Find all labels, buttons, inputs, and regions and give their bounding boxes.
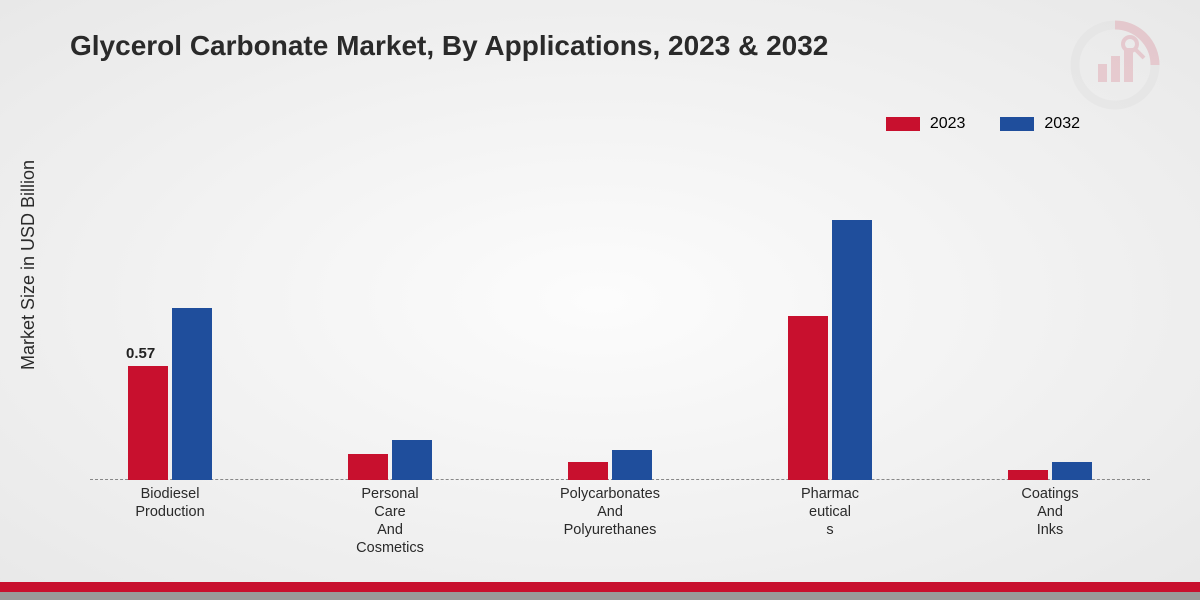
- legend: 2023 2032: [886, 115, 1080, 133]
- chart-plot-area: 0.57: [90, 160, 1150, 480]
- x-axis-category-label: BiodieselProduction: [105, 485, 235, 521]
- bar-2032: [832, 220, 872, 480]
- bar-2023: [348, 454, 388, 480]
- y-axis-label: Market Size in USD Billion: [18, 160, 39, 370]
- x-axis-category-label: CoatingsAndInks: [985, 485, 1115, 539]
- brand-logo-icon: [1070, 20, 1160, 115]
- bar-2023: [1008, 470, 1048, 480]
- x-axis-category-label: PersonalCareAndCosmetics: [325, 485, 455, 558]
- bar-2032: [1052, 462, 1092, 480]
- bar-2032: [172, 308, 212, 480]
- x-axis-category-label: PolycarbonatesAndPolyurethanes: [545, 485, 675, 539]
- chart-title: Glycerol Carbonate Market, By Applicatio…: [70, 30, 828, 62]
- bar-2023: [788, 316, 828, 480]
- legend-swatch-2032: [1000, 117, 1034, 131]
- bar-value-label: 0.57: [126, 345, 155, 362]
- legend-item-2032: 2032: [1000, 115, 1080, 133]
- legend-swatch-2023: [886, 117, 920, 131]
- legend-item-2023: 2023: [886, 115, 966, 133]
- bar-2023: [568, 462, 608, 480]
- bar-2023: [128, 366, 168, 480]
- bar-2032: [392, 440, 432, 480]
- footer-red-stripe: [0, 582, 1200, 592]
- legend-label-2023: 2023: [930, 115, 966, 133]
- x-axis-category-label: Pharmaceuticals: [765, 485, 895, 539]
- footer-gray-stripe: [0, 592, 1200, 600]
- bar-2032: [612, 450, 652, 480]
- legend-label-2032: 2032: [1044, 115, 1080, 133]
- footer-bar: [0, 580, 1200, 600]
